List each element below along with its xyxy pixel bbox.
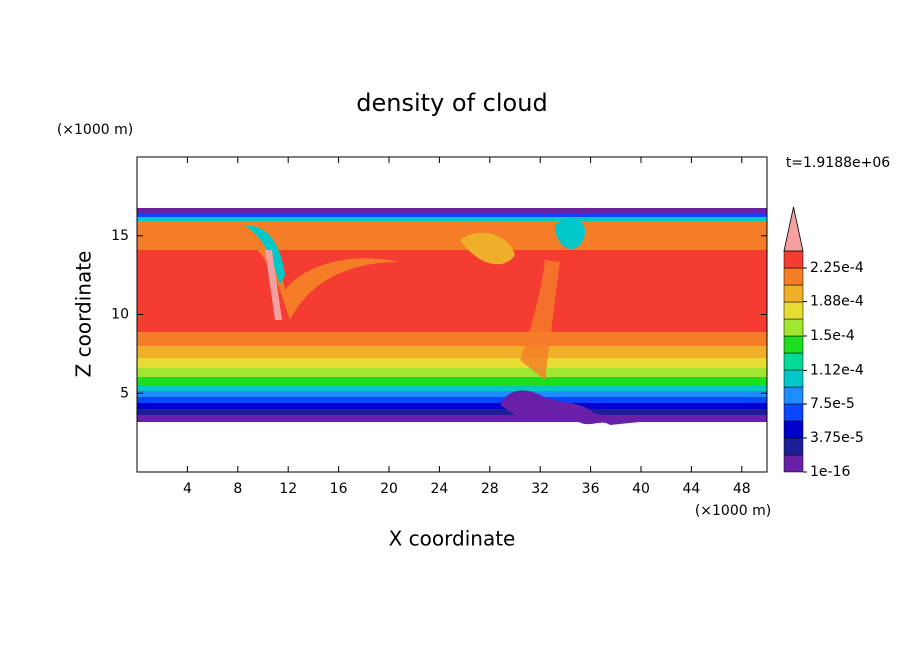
colorbar-box <box>783 267 804 286</box>
contour-band <box>137 221 767 250</box>
contour-band <box>137 250 767 332</box>
x-tick-label: 36 <box>582 481 600 497</box>
contour-band <box>137 403 767 409</box>
contour-feature <box>245 225 285 285</box>
colorbar-box <box>783 301 804 320</box>
contour-feature <box>555 218 586 249</box>
x-tick-label: 28 <box>481 481 499 497</box>
contour-band <box>137 346 767 358</box>
contour-feature <box>230 225 400 320</box>
x-tick-label: 32 <box>531 481 549 497</box>
y-tick-label: 5 <box>120 385 129 401</box>
contour-field <box>137 208 767 425</box>
contour-feature <box>460 232 515 265</box>
colorbar-tick-label: 1.5e-4 <box>810 328 855 344</box>
x-unit: (×1000 m) <box>695 503 771 519</box>
contour-feature <box>265 250 282 320</box>
contour-feature <box>500 390 640 425</box>
colorbar-tick-label: 2.25e-4 <box>810 260 864 276</box>
contour-band <box>137 409 767 415</box>
colorbar-box <box>783 403 804 422</box>
contour-band <box>137 397 767 403</box>
colorbar-tick-label: 3.75e-5 <box>810 430 864 446</box>
colorbar-box <box>783 437 804 456</box>
x-tick-label: 40 <box>632 481 650 497</box>
colorbar-tick-label: 1e-16 <box>810 464 850 480</box>
contour-band <box>137 368 767 377</box>
x-tick-label: 8 <box>233 481 242 497</box>
colorbar-tick-label: 7.5e-5 <box>810 396 855 412</box>
y-unit: (×1000 m) <box>57 122 133 138</box>
chart-title: density of cloud <box>356 89 547 117</box>
colorbar-over <box>783 206 804 252</box>
x-tick-label: 12 <box>279 481 297 497</box>
colorbar-box <box>783 318 804 337</box>
x-axis-label: X coordinate <box>389 527 516 551</box>
colorbar-tick-label: 1.88e-4 <box>810 294 864 310</box>
x-tick-label: 44 <box>682 481 700 497</box>
x-tick-label: 24 <box>430 481 448 497</box>
contour-band <box>137 391 767 397</box>
colorbar-box <box>783 352 804 371</box>
x-tick-label: 48 <box>733 481 751 497</box>
y-tick-label: 10 <box>111 307 129 323</box>
y-tick-label: 15 <box>111 228 129 244</box>
time-label: t=1.9188e+06 <box>786 155 890 171</box>
colorbar-box <box>783 335 804 354</box>
x-tick-label: 20 <box>380 481 398 497</box>
colorbar-box <box>783 386 804 405</box>
colorbar-box <box>783 454 804 473</box>
colorbar-box <box>783 420 804 439</box>
x-tick-label: 16 <box>330 481 348 497</box>
contour-band <box>137 208 767 213</box>
contour-band <box>137 217 767 221</box>
contour-band <box>137 377 767 385</box>
contour-band <box>137 415 767 422</box>
colorbar-box <box>783 369 804 388</box>
colorbar-tick-label: 1.12e-4 <box>810 362 864 378</box>
colorbar-box <box>783 284 804 303</box>
contour-band <box>137 213 767 217</box>
colorbar-box <box>783 250 804 269</box>
contour-band <box>137 385 767 391</box>
x-tick-label: 4 <box>183 481 192 497</box>
contour-band <box>137 358 767 368</box>
y-axis-label: Z coordinate <box>72 251 96 378</box>
contour-feature <box>520 260 560 380</box>
contour-band <box>137 332 767 346</box>
